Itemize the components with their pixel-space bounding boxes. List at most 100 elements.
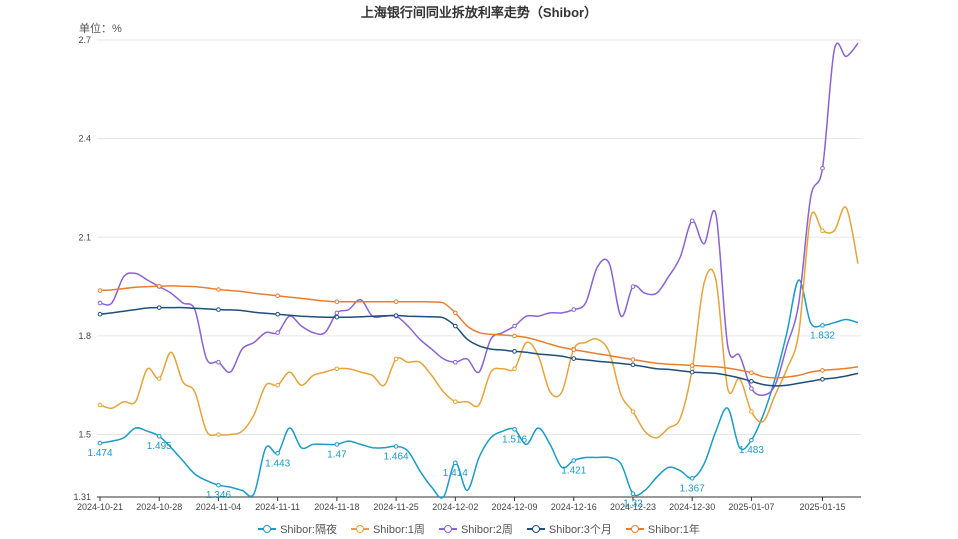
y-tick-label: 1.31 xyxy=(73,492,91,502)
data-point xyxy=(512,323,517,329)
y-tick-label: 1.5 xyxy=(78,430,91,440)
data-point xyxy=(749,378,754,384)
data-point xyxy=(97,402,103,408)
data-point xyxy=(630,362,636,368)
data-point xyxy=(820,368,825,373)
legend-line-icon xyxy=(438,524,457,534)
legend-line-icon xyxy=(625,524,644,534)
data-point xyxy=(689,363,695,368)
x-tick-label: 2024-12-30 xyxy=(669,502,715,512)
series-lines xyxy=(97,42,859,499)
legend-item[interactable]: Shibor:1年 xyxy=(625,521,700,537)
data-point xyxy=(512,366,517,372)
data-point xyxy=(334,442,340,447)
data-point xyxy=(453,399,458,404)
x-tick-label: 2025-01-07 xyxy=(728,502,774,512)
data-label: 1.414 xyxy=(443,468,468,479)
data-labels: 1.474 1.495 1.346 1.443 1.47 1.464 1.414 1.516 1… xyxy=(87,330,835,509)
data-point xyxy=(216,287,221,292)
legend-line-icon xyxy=(526,524,545,534)
y-tick-label: 2.4 xyxy=(78,134,91,144)
series-line xyxy=(99,42,859,396)
data-point xyxy=(630,491,636,497)
data-point xyxy=(689,369,695,375)
data-point xyxy=(156,433,162,439)
data-point xyxy=(749,409,754,414)
data-point xyxy=(393,299,399,305)
x-tick-label: 2024-11-11 xyxy=(255,502,300,512)
data-point xyxy=(334,299,340,305)
x-tick-label: 2024-10-28 xyxy=(136,502,182,512)
data-point xyxy=(453,310,458,316)
legend-line-icon xyxy=(258,524,277,534)
data-point xyxy=(453,323,458,329)
data-point xyxy=(749,370,754,376)
data-label: 1.32 xyxy=(623,499,643,510)
data-point xyxy=(275,311,280,317)
y-tick-label: 1.8 xyxy=(78,331,91,341)
data-point xyxy=(275,330,280,335)
data-point xyxy=(97,311,103,317)
data-point xyxy=(393,313,399,318)
data-point xyxy=(216,432,221,437)
data-label: 1.367 xyxy=(680,483,705,494)
data-point xyxy=(820,165,825,171)
data-label: 1.495 xyxy=(147,441,172,452)
data-point xyxy=(820,323,825,328)
data-label: 1.346 xyxy=(206,490,231,501)
data-point xyxy=(749,386,754,391)
series-line xyxy=(99,279,859,499)
axes: 1.31 1.5 1.8 2.1 2.4 2.7 2024-10-21 2024-10-28 2… xyxy=(73,35,861,512)
data-point xyxy=(334,314,340,320)
x-tick-label: 2024-10-21 xyxy=(77,502,123,512)
data-point xyxy=(156,376,162,381)
x-tick-label: 2024-12-09 xyxy=(492,502,538,512)
legend-line-icon xyxy=(350,524,369,534)
x-tick-label: 2024-11-04 xyxy=(196,502,241,512)
data-point xyxy=(216,307,221,312)
data-point xyxy=(820,228,825,233)
x-tick-label: 2024-11-25 xyxy=(373,502,418,512)
x-tick-label: 2024-12-02 xyxy=(432,502,478,512)
data-point xyxy=(571,307,577,312)
legend: Shibor:隔夜 Shibor:1周 Shibor:2周 Shibor:3个月 Shi… xyxy=(0,521,958,537)
data-label: 1.474 xyxy=(87,448,112,459)
data-point xyxy=(453,359,458,365)
legend-item[interactable]: Shibor:1周 xyxy=(350,521,425,537)
data-point xyxy=(689,218,695,224)
data-point xyxy=(275,382,280,388)
x-tick-label: 2024-12-16 xyxy=(551,502,597,512)
legend-item[interactable]: Shibor:3个月 xyxy=(526,521,612,537)
data-point xyxy=(453,460,458,466)
series-line xyxy=(99,206,859,439)
data-point xyxy=(156,283,162,289)
data-label: 1.832 xyxy=(810,330,835,341)
legend-label: Shibor:2周 xyxy=(460,524,513,536)
series-line xyxy=(99,285,859,379)
legend-item[interactable]: Shibor:2周 xyxy=(438,521,513,537)
data-point xyxy=(630,284,636,289)
chart-title: 上海银行间同业拆放利率走势（Shibor） xyxy=(360,5,598,20)
y-tick-label: 2.7 xyxy=(78,35,91,45)
unit-label: 单位：% xyxy=(79,23,122,35)
x-tick-label: 2024-12-23 xyxy=(610,502,656,512)
grid-lines xyxy=(97,39,861,436)
data-point xyxy=(512,349,517,354)
data-label: 1.516 xyxy=(502,434,527,445)
data-point xyxy=(97,288,103,293)
data-point xyxy=(216,482,221,488)
data-label: 1.421 xyxy=(561,466,586,477)
data-point xyxy=(630,409,636,414)
data-point xyxy=(512,426,517,432)
data-label: 1.47 xyxy=(327,449,347,460)
data-point xyxy=(393,356,399,362)
data-point xyxy=(334,310,340,316)
legend-item[interactable]: Shibor:隔夜 xyxy=(258,521,337,537)
data-point xyxy=(156,305,162,310)
data-point xyxy=(97,300,103,306)
data-point xyxy=(749,437,754,443)
data-point xyxy=(571,347,577,353)
data-point xyxy=(97,440,103,446)
data-point xyxy=(334,366,340,372)
